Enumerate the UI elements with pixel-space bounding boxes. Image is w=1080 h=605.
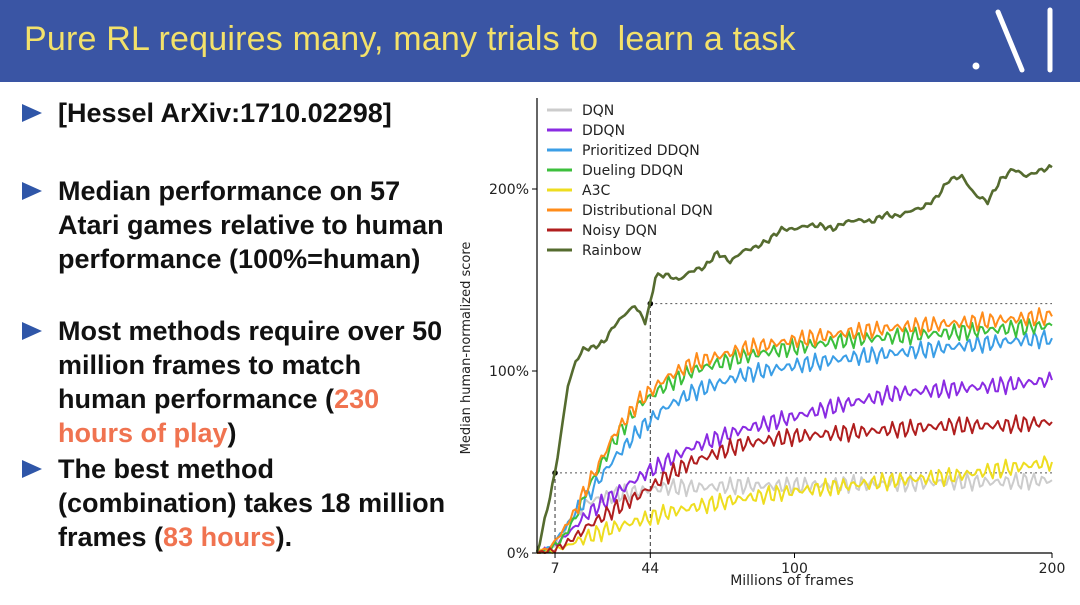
bullet-text-part: Most methods require over 50 million fra… bbox=[58, 316, 443, 414]
y-tick-label: 100% bbox=[489, 364, 529, 380]
y-axis-label: Median human-normalized score bbox=[459, 242, 474, 455]
y-tick-label: 200% bbox=[489, 182, 529, 198]
x-tick-label: 200 bbox=[1039, 561, 1066, 577]
bullet-text: [Hessel ArXiv:1710.02298] bbox=[58, 96, 448, 130]
bullet-item: [Hessel ArXiv:1710.02298] bbox=[22, 96, 448, 130]
series-line-prioritized-ddqn bbox=[536, 329, 1053, 554]
bullet-arrow-icon bbox=[22, 460, 42, 478]
legend: DQN DDQN Prioritized DDQN Dueling DDQN A3C Di… bbox=[547, 103, 713, 259]
chart-svg: 7 44 100 200 0%100%200% Millions of frames … bbox=[459, 98, 1066, 589]
bullet-arrow-icon bbox=[22, 104, 42, 122]
x-axis-label: Millions of frames bbox=[730, 573, 854, 589]
bullet-item: The best method (combination) takes 18 m… bbox=[22, 452, 448, 554]
legend-label-dqn: DQN bbox=[582, 103, 614, 119]
bullet-text-part: ) bbox=[227, 418, 237, 448]
bullet-text-part: ). bbox=[275, 522, 293, 552]
bullet-item: Median performance on 57 Atari games rel… bbox=[22, 174, 448, 276]
performance-chart: 7 44 100 200 0% 100% 200% Millions of frames … bbox=[452, 88, 1072, 600]
series-line-dueling-ddqn bbox=[536, 318, 1053, 554]
title-bar: Pure RL requires many, many trials to le… bbox=[0, 0, 1080, 82]
legend-label-dueling-ddqn: Dueling DDQN bbox=[582, 163, 683, 179]
y-ticks: 0% 100% 200% bbox=[489, 182, 537, 562]
x-tick-label: 7 bbox=[551, 561, 560, 577]
legend-label-prioritized-ddqn: Prioritized DDQN bbox=[582, 143, 700, 159]
x-ticks: 7 44 100 200 bbox=[551, 553, 1066, 577]
series-line-a3c bbox=[536, 455, 1053, 554]
bullet-item: Most methods require over 50 million fra… bbox=[22, 314, 448, 450]
y-tick-label: 0% bbox=[507, 546, 529, 562]
series-line-noisy-dqn bbox=[536, 414, 1053, 554]
x-tick-label: 44 bbox=[641, 561, 659, 577]
series-line-dqn bbox=[536, 471, 1053, 554]
bullet-highlight: 83 hours bbox=[163, 522, 276, 552]
bullet-text: The best method (combination) takes 18 m… bbox=[58, 452, 448, 554]
legend-label-rainbow: Rainbow bbox=[582, 243, 642, 259]
legend-label-ddqn: DDQN bbox=[582, 123, 625, 139]
legend-label-noisy-dqn: Noisy DQN bbox=[582, 223, 657, 239]
series-line-ddqn bbox=[536, 371, 1053, 554]
series-lines bbox=[535, 164, 1053, 554]
legend-label-distributional-dqn: Distributional DQN bbox=[582, 203, 713, 219]
bullet-text-part: The best method (combination) takes 18 m… bbox=[58, 454, 446, 552]
bullet-arrow-icon bbox=[22, 182, 42, 200]
bullet-text-part: Median performance on 57 Atari games rel… bbox=[58, 176, 444, 274]
lab-logo-icon bbox=[972, 7, 1053, 73]
bullet-arrow-icon bbox=[22, 322, 42, 340]
bullet-text: Median performance on 57 Atari games rel… bbox=[58, 174, 448, 276]
slide-title: Pure RL requires many, many trials to le… bbox=[24, 20, 796, 58]
series-line-rainbow bbox=[535, 164, 1053, 553]
bullet-text: Most methods require over 50 million fra… bbox=[58, 314, 448, 450]
legend-label-a3c: A3C bbox=[582, 183, 610, 199]
x-tick-label: 100 bbox=[781, 561, 808, 577]
series-line-distributional-dqn bbox=[537, 307, 1053, 554]
bullet-highlight: 230 hours of play bbox=[58, 384, 380, 448]
bullet-text-part: [Hessel ArXiv:1710.02298] bbox=[58, 98, 392, 128]
